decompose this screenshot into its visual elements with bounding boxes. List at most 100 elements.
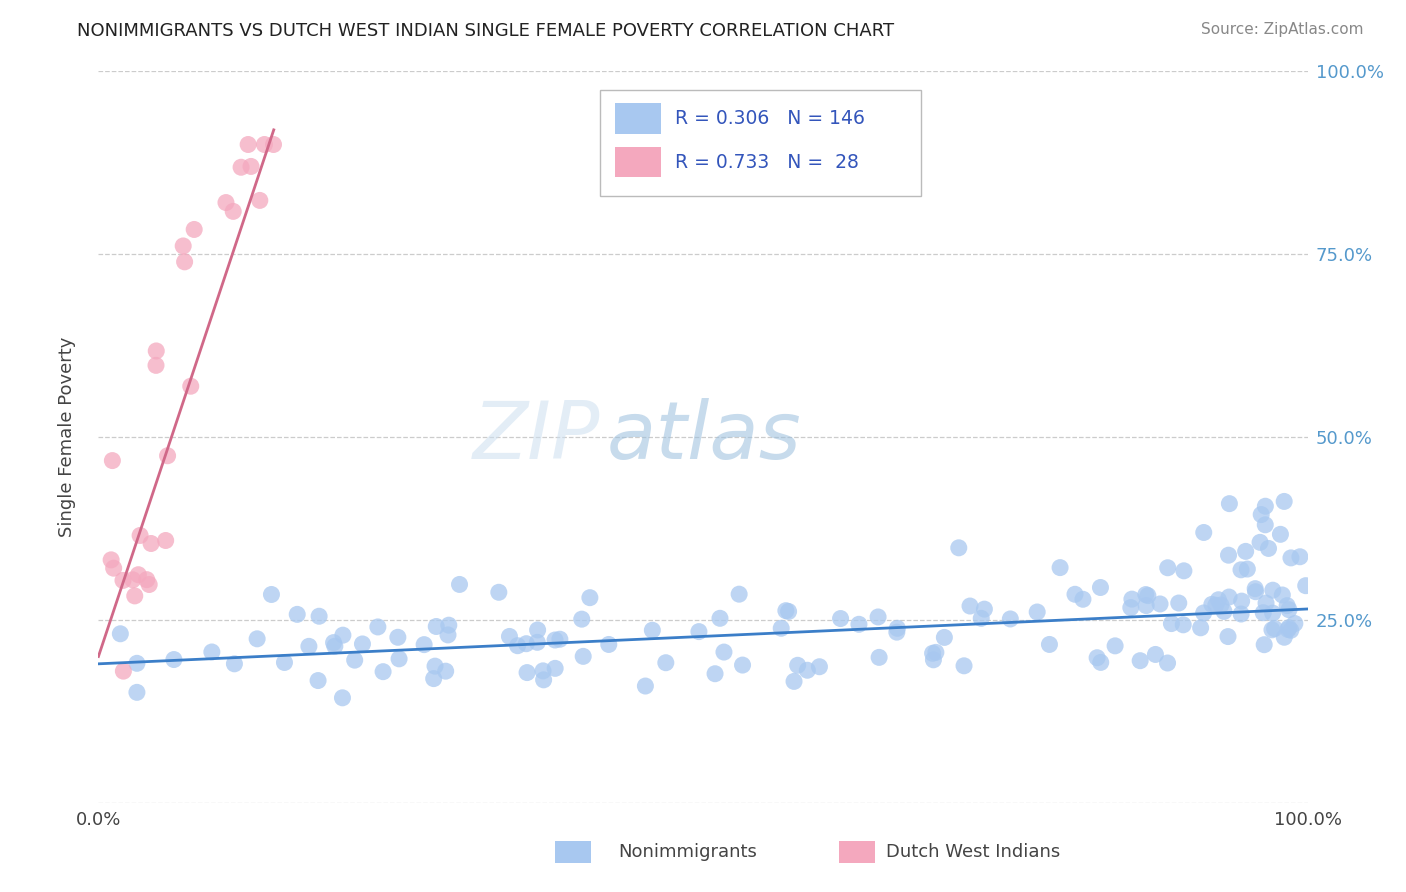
Point <box>948 541 970 555</box>
Point <box>925 645 948 659</box>
Point <box>249 194 271 208</box>
Point <box>1156 656 1178 670</box>
Point <box>1230 594 1253 608</box>
Point <box>1213 604 1236 618</box>
Point <box>1257 541 1279 556</box>
Text: Nonimmigrants: Nonimmigrants <box>619 843 758 861</box>
Point <box>1278 621 1301 635</box>
Point <box>124 589 146 603</box>
Point <box>516 665 538 680</box>
Point <box>533 673 555 687</box>
Point <box>387 630 409 644</box>
Point <box>1218 590 1240 604</box>
Point <box>1272 630 1295 644</box>
Point <box>434 664 457 678</box>
Point <box>808 659 831 673</box>
Point <box>127 567 149 582</box>
Point <box>323 639 346 653</box>
Point <box>125 657 148 671</box>
Point <box>688 624 710 639</box>
Point <box>1209 598 1232 612</box>
Point <box>770 621 793 635</box>
Point <box>1205 599 1227 613</box>
Point <box>1244 584 1267 599</box>
Point <box>634 679 657 693</box>
Point <box>544 632 567 647</box>
Point <box>423 659 446 673</box>
Point <box>172 239 194 253</box>
Point <box>422 672 444 686</box>
Point <box>145 343 167 358</box>
Point <box>1264 622 1286 636</box>
Point <box>1173 564 1195 578</box>
Point <box>236 137 259 152</box>
Point <box>449 577 471 591</box>
Point <box>135 573 157 587</box>
Point <box>1261 606 1284 620</box>
Point <box>112 664 135 678</box>
Point <box>1104 639 1126 653</box>
Point <box>783 674 806 689</box>
Point <box>526 623 548 637</box>
Point <box>139 536 162 550</box>
Point <box>180 379 202 393</box>
Point <box>343 653 366 667</box>
Point <box>1253 638 1275 652</box>
Text: NONIMMIGRANTS VS DUTCH WEST INDIAN SINGLE FEMALE POVERTY CORRELATION CHART: NONIMMIGRANTS VS DUTCH WEST INDIAN SINGL… <box>77 22 894 40</box>
Point <box>1189 621 1212 635</box>
Point <box>1090 581 1112 595</box>
Point <box>1136 589 1159 603</box>
Point <box>103 561 125 575</box>
Point <box>437 618 460 632</box>
Point <box>129 528 152 542</box>
Point <box>921 646 943 660</box>
Point <box>215 195 238 210</box>
Point <box>263 137 285 152</box>
Point <box>1149 597 1171 611</box>
Point <box>1071 592 1094 607</box>
Point <box>183 222 205 236</box>
Point <box>934 631 956 645</box>
FancyBboxPatch shape <box>600 90 921 195</box>
Bar <box>555 841 591 863</box>
Point <box>285 607 308 622</box>
Point <box>125 685 148 699</box>
Point <box>498 629 520 643</box>
Text: R = 0.733   N =  28: R = 0.733 N = 28 <box>675 153 859 171</box>
Point <box>1251 606 1274 620</box>
Point <box>1135 588 1157 602</box>
Point <box>973 602 995 616</box>
Point <box>260 587 283 601</box>
Point <box>1230 563 1253 577</box>
Point <box>1201 598 1223 612</box>
Point <box>246 632 269 646</box>
Point <box>413 638 436 652</box>
Point <box>704 666 727 681</box>
Point <box>240 160 263 174</box>
Point <box>886 625 908 640</box>
Point <box>332 690 354 705</box>
Point <box>156 449 179 463</box>
Point <box>572 649 595 664</box>
Point <box>1135 599 1157 613</box>
Point <box>101 453 124 467</box>
Text: atlas: atlas <box>606 398 801 476</box>
Point <box>488 585 510 599</box>
Point <box>544 661 567 675</box>
Point <box>222 204 245 219</box>
Point <box>1295 579 1317 593</box>
Point <box>121 573 143 587</box>
Point <box>796 663 818 677</box>
Point <box>526 635 548 649</box>
Point <box>367 620 389 634</box>
Point <box>1250 508 1272 522</box>
Point <box>1157 560 1180 574</box>
Point <box>1000 612 1022 626</box>
Bar <box>614 146 661 178</box>
Point <box>970 611 993 625</box>
Point <box>868 610 890 624</box>
Point <box>1284 616 1306 631</box>
Point <box>1192 525 1215 540</box>
Point <box>641 624 664 638</box>
Point <box>778 604 800 618</box>
